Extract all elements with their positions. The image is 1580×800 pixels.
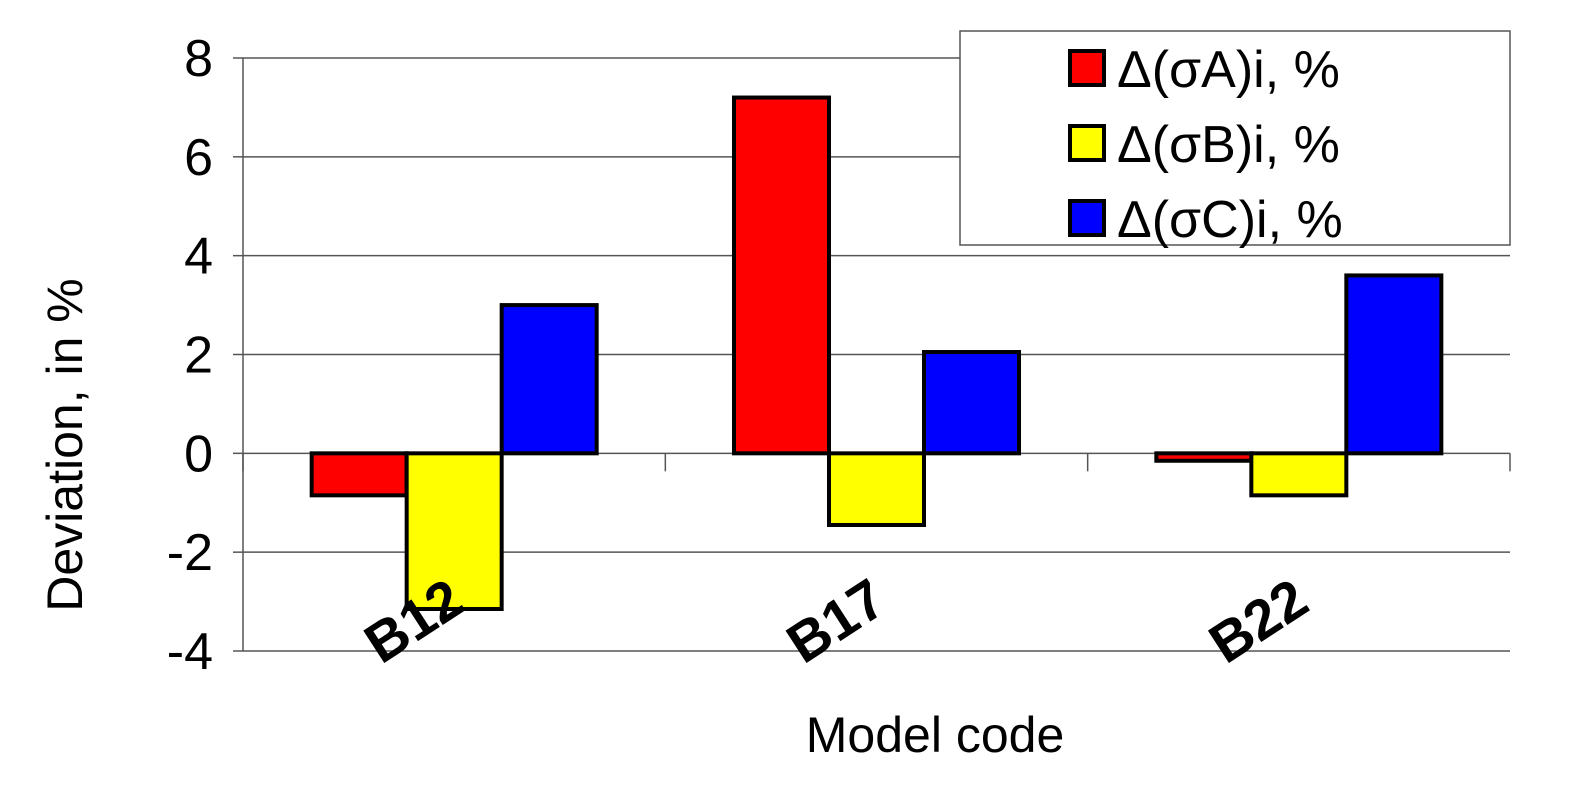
y-tick-labels: -4 -2 0 2 4 6 8 [167,30,213,681]
y-tick-label: 6 [184,129,213,187]
bar [827,451,926,527]
y-tick-label: -4 [167,623,213,681]
bar [404,451,504,611]
bar [922,350,1021,456]
y-tick-label: -2 [167,524,213,582]
bars [309,95,1444,611]
legend-box [959,30,1511,246]
x-tick-label: B22 [1198,566,1318,675]
x-tick-label: B17 [776,566,896,675]
legend-label: Δ(σB)i, % [1117,116,1340,174]
y-axis-label: Deviation, in % [37,278,93,612]
legend-swatch [1068,199,1106,237]
bar [732,95,831,456]
y-tick-label: 0 [184,425,213,483]
y-tick-label: 2 [184,327,213,385]
bar [1344,273,1444,456]
y-tick-label: 8 [184,30,213,88]
legend-swatch [1068,49,1106,87]
bar [1249,451,1349,498]
bar [499,303,599,456]
legend-label: Δ(σC)i, % [1117,191,1343,249]
legend: Δ(σA)i, % Δ(σB)i, % Δ(σC)i, % [959,30,1511,249]
y-tick-label: 4 [184,228,213,286]
bar [1154,451,1254,463]
x-axis-label: Model code [806,707,1065,763]
legend-label: Δ(σA)i, % [1117,41,1340,99]
bar [309,451,409,498]
legend-swatch [1068,124,1106,162]
